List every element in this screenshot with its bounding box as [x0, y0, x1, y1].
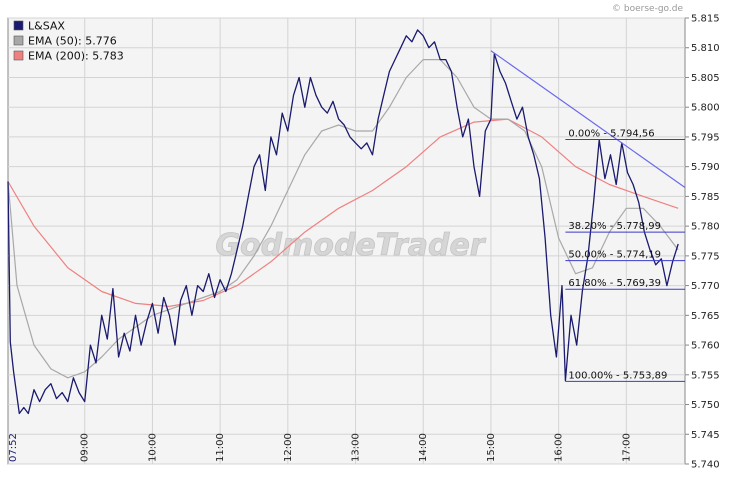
x-tick-label: 10:00	[147, 433, 158, 462]
y-tick-label: 5.815	[691, 14, 720, 25]
fib-level-label: 100.00% - 5.753,89	[568, 370, 667, 381]
x-axis: 07:52 09:00 10:00 11:00 12:00 13:00 14:00 15:00…	[8, 433, 632, 462]
y-tick-label: 5.765	[691, 311, 720, 322]
trendline	[490, 50, 686, 188]
legend-swatch	[13, 20, 24, 31]
grid	[8, 17, 685, 465]
legend-label: EMA (50): 5.776	[28, 35, 117, 48]
series-group	[7, 29, 686, 415]
legend: L&SAX EMA (50): 5.776 EMA (200): 5.783	[13, 20, 124, 63]
y-tick-label: 5.800	[691, 103, 720, 114]
legend-label: EMA (200): 5.783	[28, 50, 124, 63]
y-tick-label: 5.795	[691, 132, 720, 143]
y-tick-label: 5.755	[691, 370, 720, 381]
x-tick-label: 16:00	[554, 433, 565, 462]
x-tick-label: 09:00	[80, 433, 91, 462]
fibonacci-levels: 0.00% - 5.794,56 38.20% - 5.778,99 50.00% …	[565, 129, 685, 382]
x-tick-label: 12:00	[283, 433, 294, 462]
y-axis: 5.740 5.745 5.750 5.755 5.760 5.765 5.770 5.775…	[685, 14, 720, 471]
x-tick-label: 13:00	[351, 433, 362, 462]
y-tick-label: 5.745	[691, 430, 720, 441]
fib-level-label: 50.00% - 5.774,19	[568, 250, 661, 261]
x-tick-label: 15:00	[486, 433, 497, 462]
fib-level-label: 61.80% - 5.769,39	[568, 278, 661, 289]
legend-swatch	[13, 50, 24, 61]
y-tick-label: 5.780	[691, 222, 720, 233]
y-tick-label: 5.750	[691, 400, 720, 411]
series-line	[7, 59, 679, 379]
source-credit: © boerse-go.de	[612, 4, 683, 14]
x-tick-label: 11:00	[215, 433, 226, 462]
y-tick-label: 5.770	[691, 281, 720, 292]
fib-level-label: 38.20% - 5.778,99	[568, 221, 661, 232]
watermark: GodmodeTrader	[215, 228, 486, 263]
legend-swatch	[13, 35, 24, 46]
fib-level-label: 0.00% - 5.794,56	[568, 129, 654, 140]
y-tick-label: 5.785	[691, 192, 720, 203]
series-line	[7, 29, 679, 415]
y-tick-label: 5.760	[691, 341, 720, 352]
y-tick-label: 5.775	[691, 251, 720, 262]
x-tick-label: 17:00	[621, 433, 632, 462]
y-tick-label: 5.805	[691, 73, 720, 84]
y-tick-label: 5.790	[691, 162, 720, 173]
x-tick-label: 07:52	[8, 433, 19, 462]
plot-area	[7, 17, 686, 465]
y-tick-label: 5.740	[691, 460, 720, 471]
legend-label: L&SAX	[28, 20, 65, 33]
y-tick-label: 5.810	[691, 43, 720, 54]
x-tick-label: 14:00	[418, 433, 429, 462]
